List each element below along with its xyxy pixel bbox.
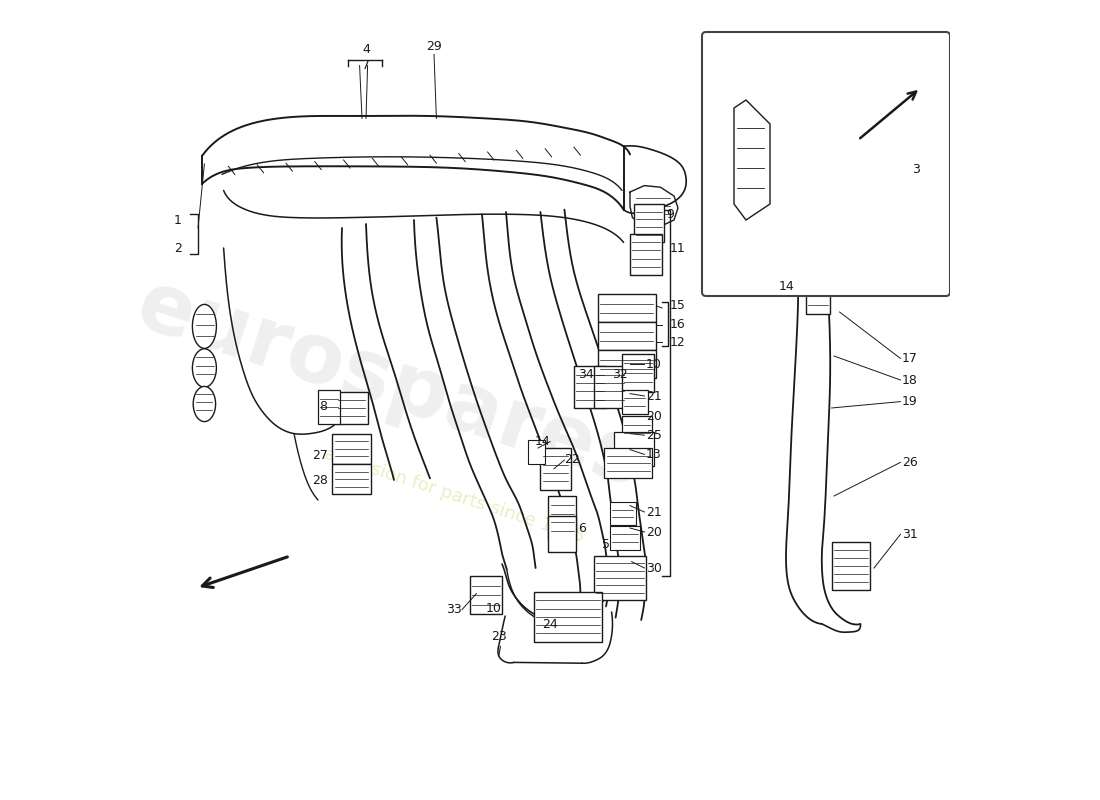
Text: 10: 10 [646,358,662,370]
Bar [549,496,576,540]
Text: 16: 16 [670,318,685,331]
Bar [598,294,656,322]
Bar [610,502,636,525]
Text: 15: 15 [670,299,686,312]
Text: 17: 17 [902,352,917,365]
Bar [598,350,656,378]
Text: 9: 9 [666,208,674,221]
Text: 5: 5 [602,538,610,550]
Bar [604,448,652,478]
Bar [621,416,652,442]
Text: 7: 7 [362,59,370,72]
Text: 28: 28 [311,474,328,486]
Text: 12: 12 [670,336,685,349]
Text: 10: 10 [486,602,502,614]
Bar [470,576,502,614]
Text: 18: 18 [902,374,917,386]
FancyBboxPatch shape [702,32,950,296]
Text: 30: 30 [646,562,662,574]
Polygon shape [734,100,770,220]
Bar [549,516,576,552]
Text: 23: 23 [492,630,507,643]
Text: 2: 2 [174,242,182,254]
Text: 8: 8 [320,400,328,413]
Text: 14: 14 [535,435,550,448]
Bar [598,322,656,350]
Bar [528,440,546,464]
Text: eurospares: eurospares [126,264,653,504]
Ellipse shape [192,304,217,349]
Text: 6: 6 [579,522,586,534]
Bar [336,392,367,424]
Ellipse shape [192,349,217,387]
Bar [594,556,646,600]
Bar [832,542,870,590]
Text: 27: 27 [311,450,328,462]
Text: 20: 20 [646,526,662,538]
Text: 29: 29 [426,40,442,53]
Bar [614,432,654,466]
Bar [332,464,371,494]
Bar [630,234,662,275]
Text: 24: 24 [542,618,558,630]
Text: 31: 31 [902,528,917,541]
Text: 20: 20 [646,410,662,422]
Text: 33: 33 [447,603,462,616]
Bar [574,366,606,408]
Text: 26: 26 [902,456,917,469]
Text: 25: 25 [646,429,662,442]
Bar [534,592,602,642]
Text: 22: 22 [564,454,580,466]
Text: 21: 21 [646,390,662,402]
Text: a passion for parts since 1985: a passion for parts since 1985 [321,446,586,546]
Text: 13: 13 [646,448,662,461]
Bar [621,390,648,414]
Text: 1: 1 [174,214,182,226]
Bar [806,276,830,314]
Bar [621,354,654,392]
Text: 11: 11 [670,242,685,254]
Text: 14: 14 [779,280,794,293]
Bar [332,434,371,464]
Bar [594,366,626,408]
Text: 32: 32 [613,368,628,381]
Text: 3: 3 [912,163,920,176]
Text: 19: 19 [902,395,917,408]
Text: 21: 21 [646,506,662,518]
Text: 4: 4 [362,43,370,56]
Text: 34: 34 [579,368,594,381]
Bar [610,526,640,550]
Ellipse shape [194,386,216,422]
Bar [634,204,664,242]
Bar [540,448,571,490]
Bar [318,390,340,424]
